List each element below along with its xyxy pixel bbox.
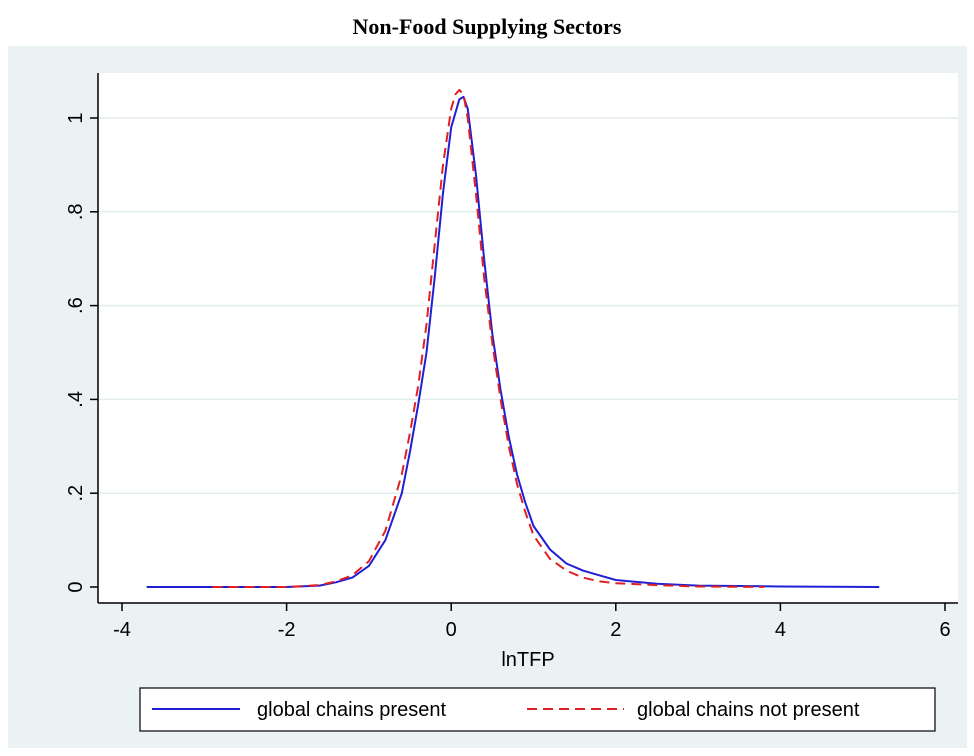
x-tick-label-2: 0 xyxy=(446,619,457,641)
legend-box xyxy=(139,687,936,732)
legend-label-0: global chains present xyxy=(257,699,446,721)
x-tick-label-1: -2 xyxy=(278,619,296,641)
x-axis-label: lnTFP xyxy=(501,649,554,671)
axes: -4 -2 0 2 4 6 lnTFP 0 .2 .4 .6 .8 1 xyxy=(65,73,958,671)
series-line-1 xyxy=(212,88,764,588)
chart-title: Non-Food Supplying Sectors xyxy=(352,14,622,39)
y-tick-label-1: .2 xyxy=(65,485,87,502)
plot-area xyxy=(98,73,958,603)
x-tick-label-4: 4 xyxy=(775,619,786,641)
y-tick-label-0: 0 xyxy=(65,581,87,592)
x-tick-label-5: 6 xyxy=(939,619,950,641)
gridlines xyxy=(98,117,958,494)
x-tick-label-3: 2 xyxy=(610,619,621,641)
series-lines xyxy=(146,88,880,588)
y-tick-label-5: 1 xyxy=(65,112,87,123)
legend: global chains present global chains not p… xyxy=(139,687,936,732)
y-tick-label-2: .4 xyxy=(65,391,87,408)
x-tick-label-0: -4 xyxy=(113,619,131,641)
y-tick-label-4: .8 xyxy=(65,203,87,220)
legend-label-1: global chains not present xyxy=(637,699,860,721)
series-line-0 xyxy=(146,95,880,588)
y-tick-label-3: .6 xyxy=(65,297,87,314)
